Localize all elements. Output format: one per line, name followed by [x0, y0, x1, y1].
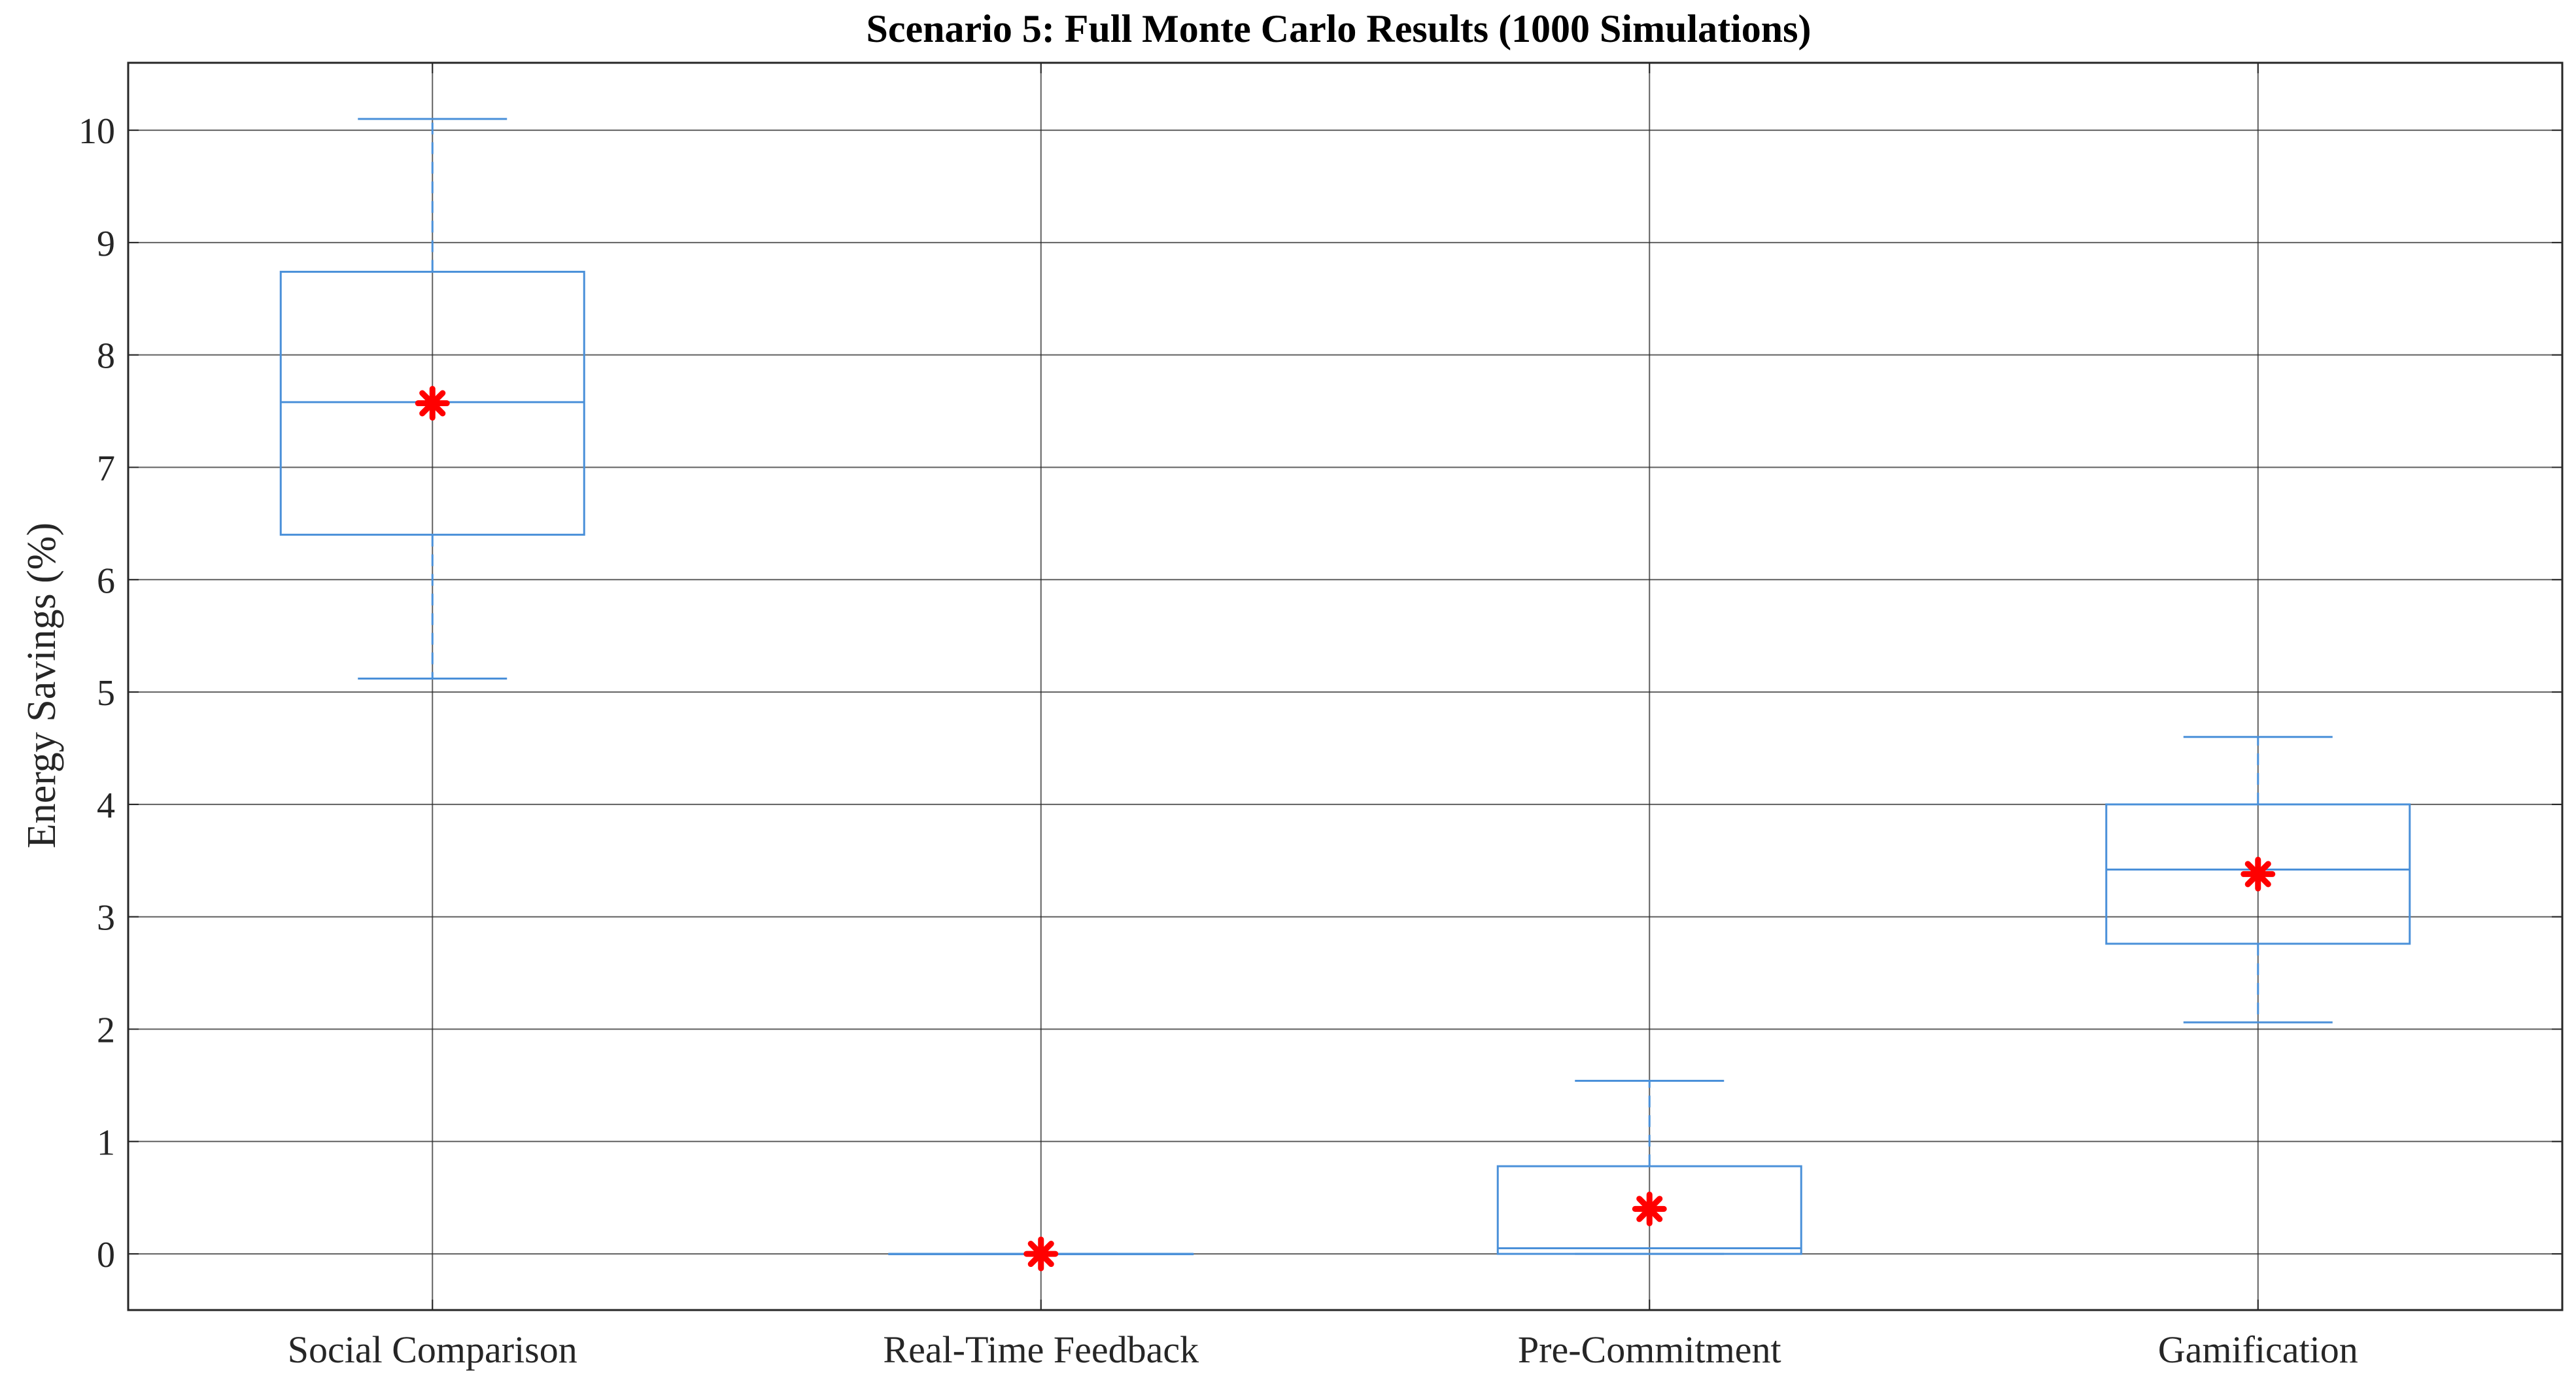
plot-area: 0 1 2 3 4 5 6 7 8 9 10 Social Comparison Real-Time F… [78, 61, 2564, 1371]
mean-marker-stroke [2244, 861, 2271, 888]
mean-marker-stroke [1636, 1196, 1663, 1222]
y-tick-label: 6 [97, 561, 115, 601]
y-tick-label: 4 [97, 786, 115, 826]
y-tick-label: 1 [97, 1122, 115, 1163]
y-tick-label: 8 [97, 336, 115, 377]
x-tick-label: Social Comparison [288, 1328, 577, 1371]
mean-marker [1023, 1236, 1059, 1271]
y-tick-label: 0 [97, 1235, 115, 1275]
mean-marker-stroke [1027, 1241, 1054, 1268]
iqr-box [1496, 1165, 1802, 1255]
chart-title: Scenario 5: Full Monte Carlo Results (10… [867, 7, 1812, 50]
mean-marker [2241, 856, 2276, 891]
y-tick-label: 2 [97, 1010, 115, 1050]
y-axis-label: Energy Savings (%) [20, 523, 64, 848]
y-tick-label: 10 [78, 111, 115, 152]
y-tick-label: 9 [97, 224, 115, 264]
axes-frame [127, 61, 2564, 1311]
y-tick-label: 3 [97, 898, 115, 939]
y-tick-label: 7 [97, 448, 115, 489]
x-tick-label: Real-Time Feedback [883, 1328, 1199, 1371]
y-tick-label: 5 [97, 673, 115, 714]
x-tick-label: Gamification [2158, 1328, 2358, 1371]
mean-marker-stroke [419, 390, 446, 417]
mean-marker [1632, 1191, 1667, 1226]
mean-marker [415, 386, 450, 421]
iqr-box [2105, 803, 2411, 945]
iqr-box [279, 271, 585, 536]
x-tick-label: Pre-Commitment [1518, 1328, 1781, 1371]
